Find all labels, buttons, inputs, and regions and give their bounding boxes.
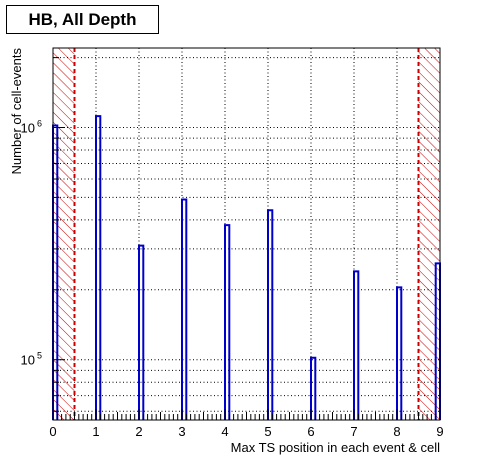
hatch-right bbox=[418, 48, 440, 420]
histogram-bars bbox=[52, 115, 441, 420]
histogram-bar bbox=[310, 356, 317, 420]
x-tick-label: 6 bbox=[307, 424, 314, 439]
x-tick-label: 2 bbox=[135, 424, 142, 439]
x-tick-label: 9 bbox=[436, 424, 443, 439]
histogram-bar bbox=[267, 209, 274, 420]
chart-title: HB, All Depth bbox=[6, 5, 159, 34]
histogram-bar bbox=[396, 286, 403, 420]
histogram-bar bbox=[224, 224, 231, 420]
x-tick-label: 3 bbox=[178, 424, 185, 439]
axis-ticks bbox=[52, 57, 441, 420]
x-tick-label: 8 bbox=[393, 424, 400, 439]
x-tick-label: 0 bbox=[49, 424, 56, 439]
hatch-left bbox=[53, 48, 75, 420]
y-axis-title: Number of cell-events bbox=[9, 48, 24, 175]
x-axis-title: Max TS position in each event & cell bbox=[231, 440, 440, 455]
y-tick-exponent: 6 bbox=[37, 119, 42, 129]
x-tick-label: 7 bbox=[350, 424, 357, 439]
x-tick-label: 4 bbox=[221, 424, 228, 439]
grid bbox=[53, 48, 440, 420]
histogram-bar bbox=[95, 115, 102, 420]
x-tick-label: 1 bbox=[92, 424, 99, 439]
y-tick-exponent: 5 bbox=[37, 351, 42, 361]
excluded-region-hatch bbox=[53, 48, 440, 420]
plot-frame bbox=[52, 47, 441, 421]
histogram-bar bbox=[353, 270, 360, 420]
y-tick-label: 10 bbox=[21, 121, 35, 136]
x-tick-label: 5 bbox=[264, 424, 271, 439]
histogram-bar bbox=[181, 198, 188, 420]
histogram-bar bbox=[138, 244, 145, 420]
cut-lines bbox=[73, 48, 420, 420]
y-tick-label: 10 bbox=[21, 353, 35, 368]
